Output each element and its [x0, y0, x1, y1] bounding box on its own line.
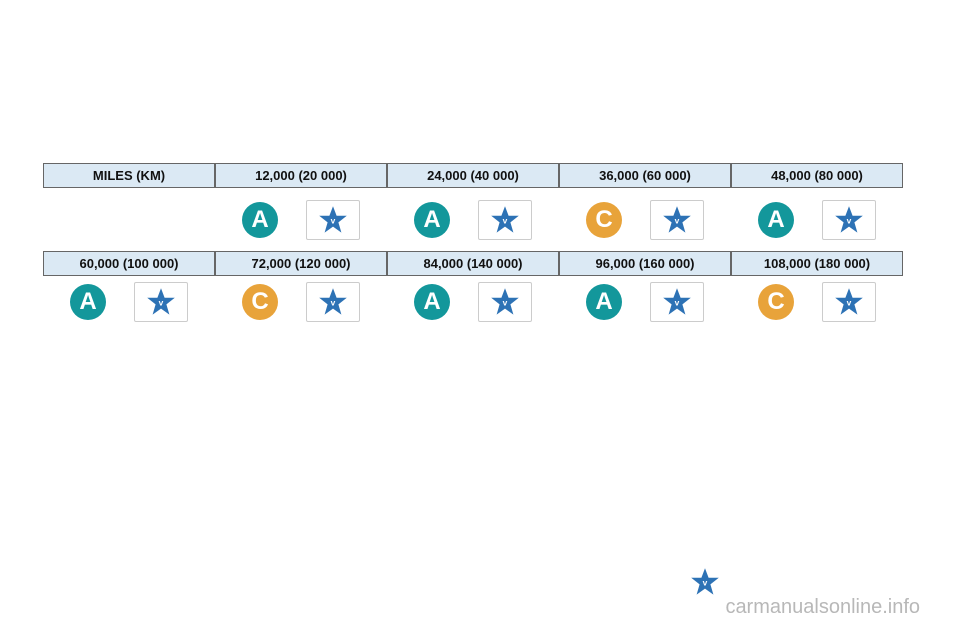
dealer-star-icon: v [478, 200, 532, 240]
schedule-table-1-header: MILES (KM)12,000 (20 000)24,000 (40 000)… [43, 163, 903, 188]
mileage-cell: 84,000 (140 000) [387, 251, 559, 276]
mileage-cell: 108,000 (180 000) [731, 251, 903, 276]
mileage-cell: 12,000 (20 000) [215, 163, 387, 188]
service-icon-group: C v [559, 200, 731, 240]
svg-text:v: v [331, 216, 336, 226]
svg-text:v: v [503, 298, 508, 308]
mileage-cell: 48,000 (80 000) [731, 163, 903, 188]
svg-text:v: v [503, 216, 508, 226]
service-a-icon: A [758, 202, 794, 238]
dealer-star-icon: v [306, 282, 360, 322]
svg-text:v: v [159, 298, 164, 308]
service-icon-group: A v [43, 282, 215, 322]
service-c-icon: C [758, 284, 794, 320]
dealer-star-icon: v [650, 200, 704, 240]
mileage-cell: 36,000 (60 000) [559, 163, 731, 188]
service-icon-group: A v [559, 282, 731, 322]
service-a-icon: A [70, 284, 106, 320]
service-a-icon: A [414, 284, 450, 320]
service-a-icon: A [242, 202, 278, 238]
dealer-star-icon: v [306, 200, 360, 240]
service-a-icon: A [414, 202, 450, 238]
svg-text:v: v [675, 216, 680, 226]
watermark-text: carmanualsonline.info [725, 596, 920, 619]
service-c-icon: C [586, 202, 622, 238]
mileage-cell: 60,000 (100 000) [43, 251, 215, 276]
mileage-cell: 96,000 (160 000) [559, 251, 731, 276]
service-icon-group: A v [387, 282, 559, 322]
dealer-star-icon: v [478, 282, 532, 322]
svg-text:v: v [847, 216, 852, 226]
service-icon-group: C v [215, 282, 387, 322]
service-icon-group: C v [731, 282, 903, 322]
service-c-icon: C [242, 284, 278, 320]
service-icon-group: A v [215, 200, 387, 240]
mileage-cell: 24,000 (40 000) [387, 163, 559, 188]
service-icon-group: A v [731, 200, 903, 240]
dealer-star-icon: v [650, 282, 704, 322]
corner-star-icon: v [678, 562, 732, 602]
schedule-icons-row-1: A v A v C v A v [215, 200, 903, 240]
svg-text:v: v [675, 298, 680, 308]
dealer-star-icon: v [822, 200, 876, 240]
svg-text:v: v [847, 298, 852, 308]
miles-km-header: MILES (KM) [43, 163, 215, 188]
schedule-table-2-header: 60,000 (100 000)72,000 (120 000)84,000 (… [43, 251, 903, 276]
dealer-star-icon: v [134, 282, 188, 322]
schedule-icons-row-2: A v C v A v A v C v [43, 282, 903, 322]
service-a-icon: A [586, 284, 622, 320]
mileage-cell: 72,000 (120 000) [215, 251, 387, 276]
svg-text:v: v [703, 578, 708, 588]
dealer-star-icon: v [822, 282, 876, 322]
service-icon-group: A v [387, 200, 559, 240]
svg-text:v: v [331, 298, 336, 308]
